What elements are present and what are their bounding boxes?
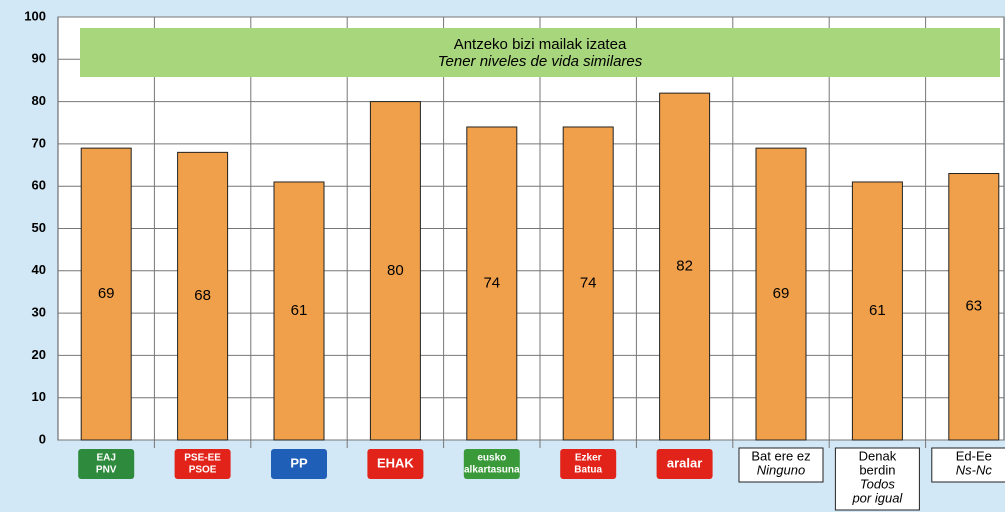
value-label: 61 <box>291 302 308 319</box>
y-tick-label: 100 <box>24 8 46 23</box>
y-tick-label: 0 <box>39 431 46 446</box>
y-tick-label: 60 <box>32 178 46 193</box>
x-tick-label: berdin <box>859 462 895 477</box>
value-label: 68 <box>194 287 211 304</box>
bars <box>80 92 1000 441</box>
category-box <box>931 447 1005 483</box>
x-tick-label: aralar <box>667 455 702 470</box>
y-tick-label: 50 <box>32 220 46 235</box>
bar <box>273 181 325 441</box>
x-tick-label: Ezker <box>575 453 602 464</box>
bar <box>466 126 518 441</box>
value-label: 74 <box>580 274 597 291</box>
x-tick-label: Todos <box>860 476 895 491</box>
annotation-box <box>80 28 1000 77</box>
bar <box>851 181 903 441</box>
x-tick-label: alkartasuna <box>464 465 520 476</box>
y-tick-label: 90 <box>32 51 46 66</box>
x-tick-label: Bat ere ez <box>751 448 810 463</box>
value-label: 69 <box>773 285 790 302</box>
party-logo <box>463 449 520 479</box>
y-tick-label: 30 <box>32 305 46 320</box>
x-tick-label: Ed-Ee <box>956 448 992 463</box>
bar <box>80 147 132 441</box>
y-tick-label: 80 <box>32 93 46 108</box>
y-tick-label: 40 <box>32 262 46 277</box>
party-logo <box>78 449 135 479</box>
bar <box>177 151 229 441</box>
annotation-line: Tener niveles de vida similares <box>438 53 643 70</box>
value-label: 61 <box>869 302 886 319</box>
y-tick-label: 70 <box>32 135 46 150</box>
value-label: 69 <box>98 285 115 302</box>
x-tick-label: PSOE <box>189 465 217 476</box>
value-label: 80 <box>387 262 404 279</box>
bar <box>755 147 807 441</box>
x-tick-label: EHAK <box>377 455 414 470</box>
x-tick-label: Batua <box>574 465 602 476</box>
value-label: 63 <box>965 298 982 315</box>
party-logo <box>174 449 231 479</box>
annotation-line: Antzeko bizi mailak izatea <box>454 36 627 53</box>
x-tick-label: Denak <box>859 448 897 463</box>
x-tick-label: PP <box>290 455 308 470</box>
party-logo <box>560 449 617 479</box>
party-logo <box>656 449 713 479</box>
bar <box>562 126 614 441</box>
value-label: 74 <box>483 274 500 291</box>
bar <box>659 92 711 441</box>
y-tick-label: 10 <box>32 389 46 404</box>
x-tick-label: eusko <box>477 453 506 464</box>
party-logo <box>271 449 327 479</box>
x-tick-label: Ninguno <box>757 462 805 477</box>
value-label: 82 <box>676 258 693 275</box>
y-tick-label: 20 <box>32 347 46 362</box>
category-box <box>738 447 824 483</box>
x-tick-label: EAJ <box>96 453 115 464</box>
category-box <box>834 447 920 511</box>
party-logo <box>367 449 424 479</box>
bar <box>948 173 1000 441</box>
x-tick-label: PNV <box>96 465 117 476</box>
bar <box>369 101 421 441</box>
x-tick-label: por igual <box>851 490 903 505</box>
x-tick-label: Ns-Nc <box>956 462 993 477</box>
x-tick-label: PSE-EE <box>184 453 221 464</box>
